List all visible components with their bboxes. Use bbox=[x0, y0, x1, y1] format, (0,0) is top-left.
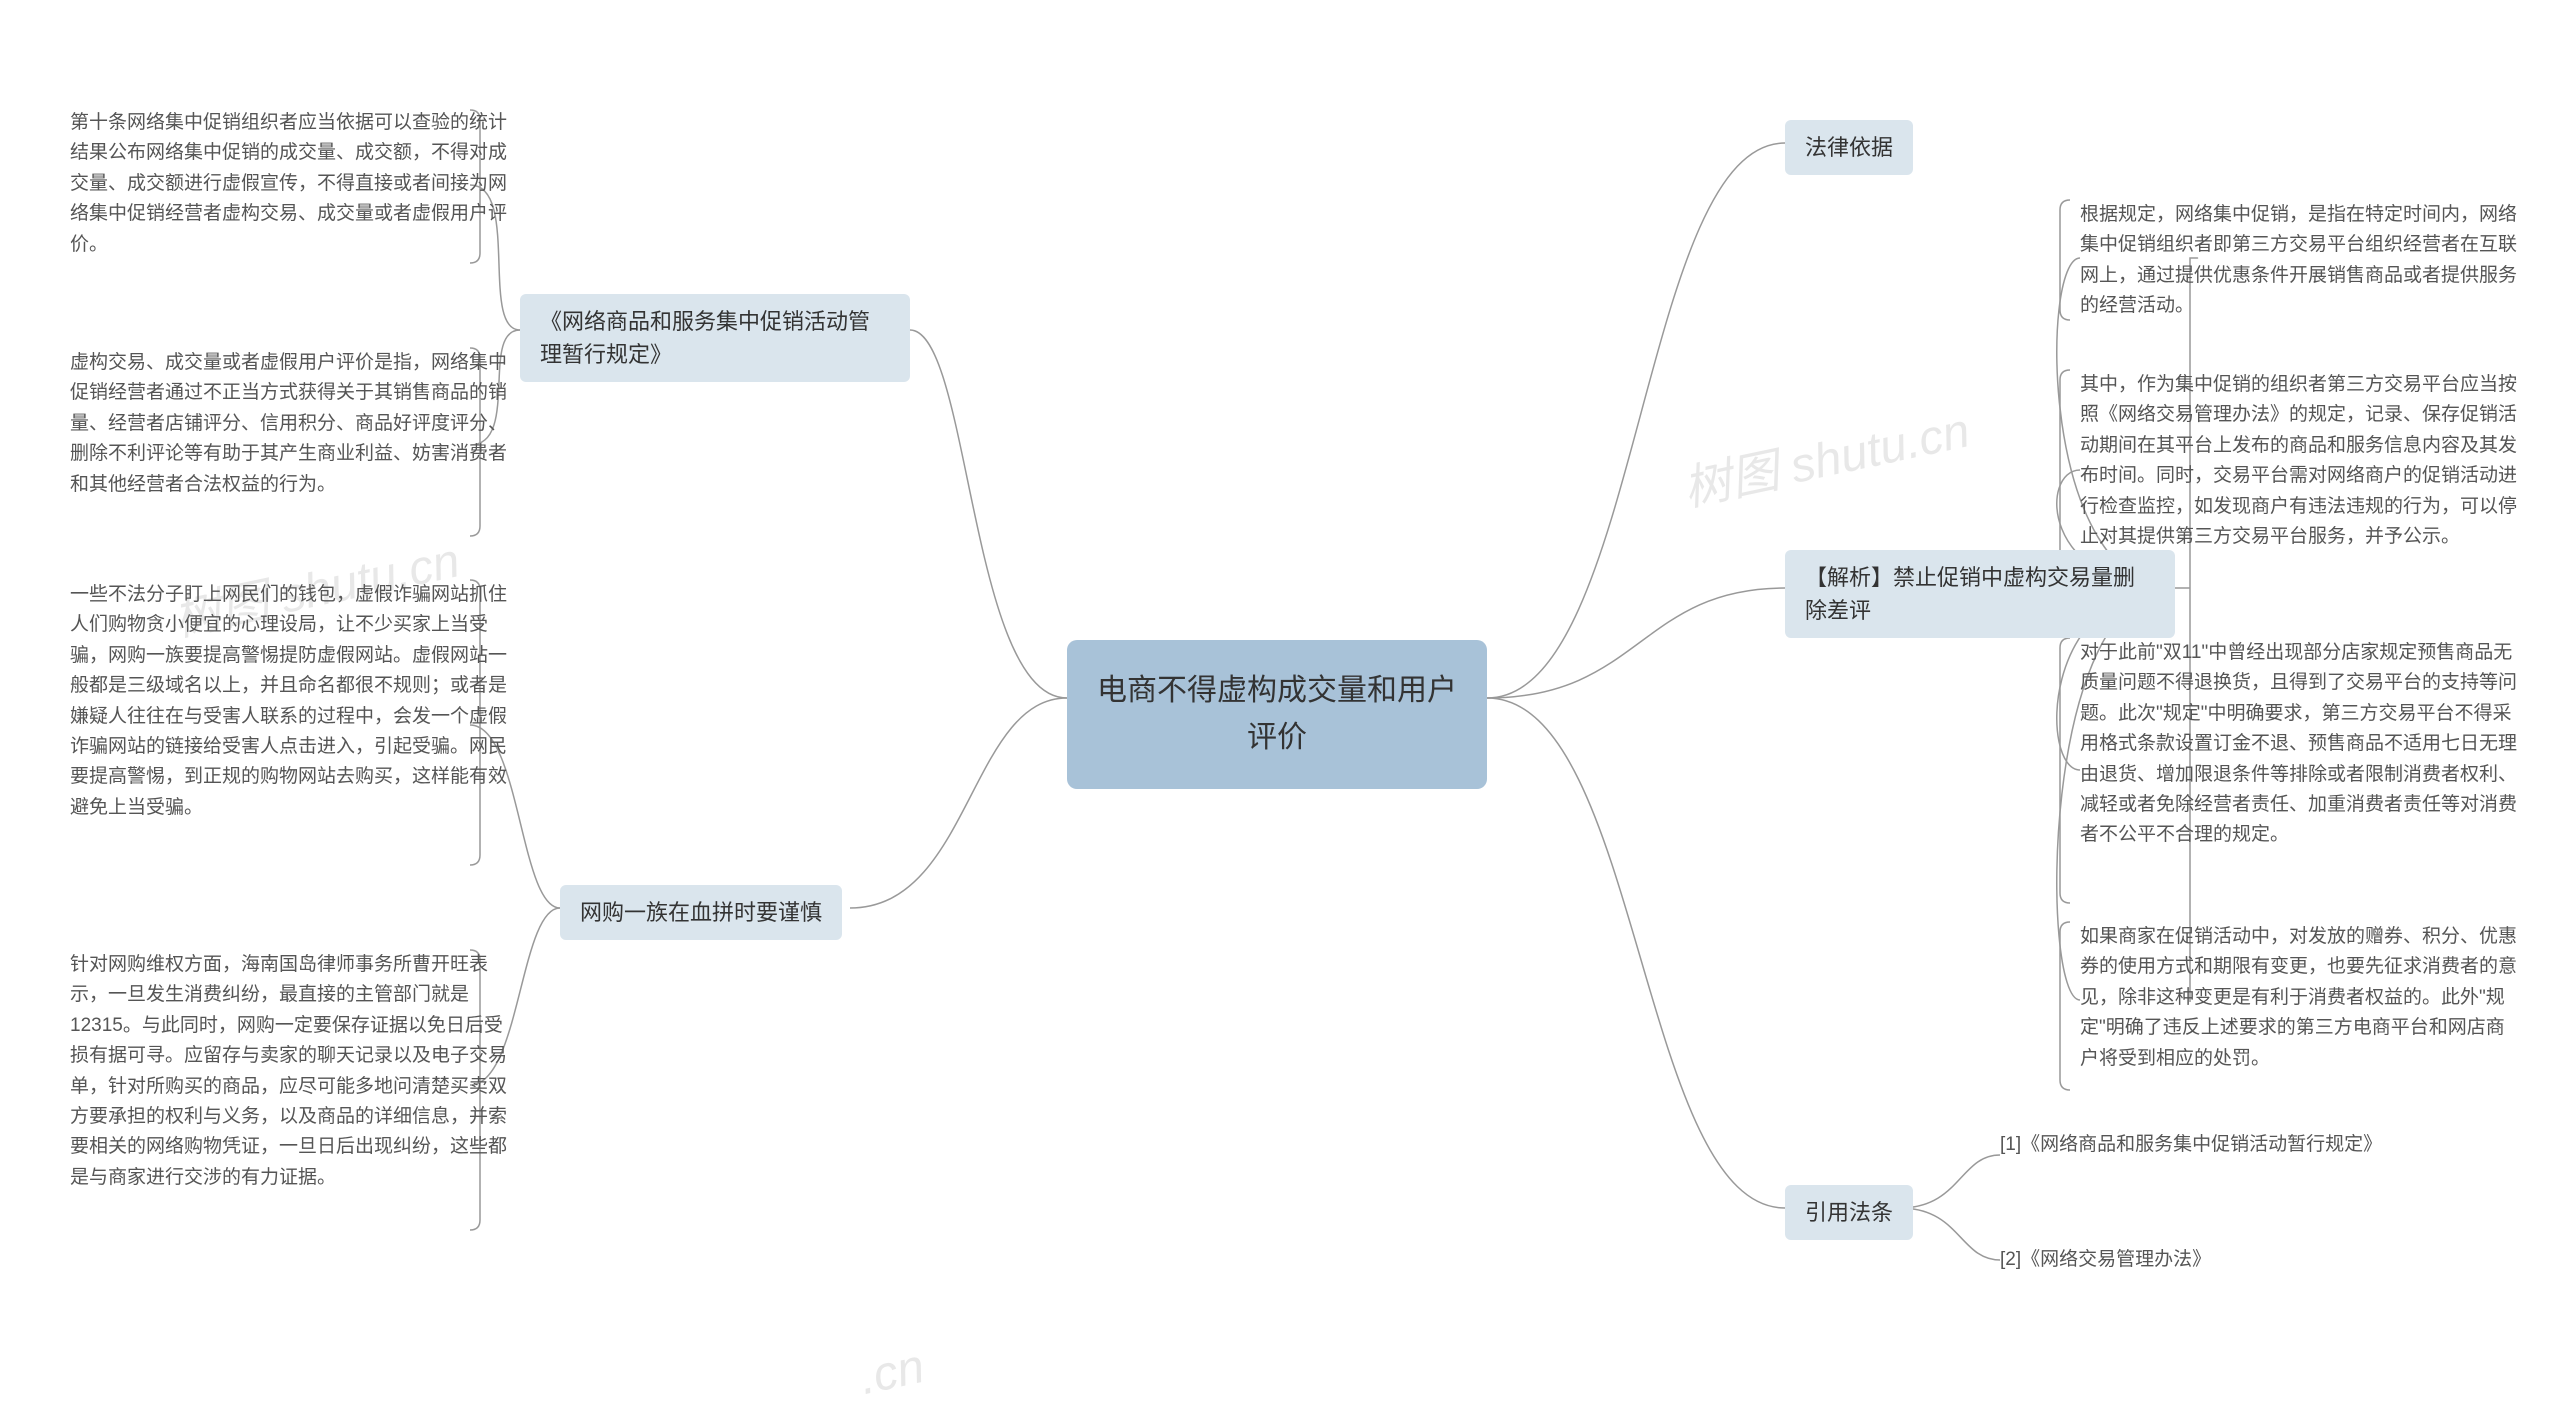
right-analysis-leaf-1: 根据规定，网络集中促销，是指在特定时间内，网络集中促销组织者即第三方交易平台组织… bbox=[2080, 200, 2520, 322]
left-caution-leaf-1: 一些不法分子盯上网民们的钱包，虚假诈骗网站抓住人们购物贪小便宜的心理设局，让不少… bbox=[70, 580, 510, 823]
left-interim-leaf-1: 第十条网络集中促销组织者应当依据可以查验的统计结果公布网络集中促销的成交量、成交… bbox=[70, 108, 510, 260]
right-analysis-leaf-2: 其中，作为集中促销的组织者第三方交易平台应当按照《网络交易管理办法》的规定，记录… bbox=[2080, 370, 2520, 552]
left-branch-shopping-caution: 网购一族在血拼时要谨慎 bbox=[560, 885, 842, 940]
right-branch-law-basis: 法律依据 bbox=[1785, 120, 1913, 175]
right-analysis-leaf-4: 如果商家在促销活动中，对发放的赠券、积分、优惠券的使用方式和期限有变更，也要先征… bbox=[2080, 922, 2520, 1074]
right-branch-citations: 引用法条 bbox=[1785, 1185, 1913, 1240]
right-branch-analysis: 【解析】禁止促销中虚构交易量删除差评 bbox=[1785, 550, 2175, 638]
right-analysis-leaf-3: 对于此前"双11"中曾经出现部分店家规定预售商品无质量问题不得退换货，且得到了交… bbox=[2080, 638, 2520, 851]
left-caution-leaf-2: 针对网购维权方面，海南国岛律师事务所曹开旺表示，一旦发生消费纠纷，最直接的主管部… bbox=[70, 950, 510, 1193]
left-branch-interim-provisions: 《网络商品和服务集中促销活动管理暂行规定》 bbox=[520, 294, 910, 382]
right-citation-leaf-2: [2]《网络交易管理办法》 bbox=[2000, 1245, 2211, 1275]
left-interim-leaf-2: 虚构交易、成交量或者虚假用户评价是指，网络集中促销经营者通过不正当方式获得关于其… bbox=[70, 348, 510, 500]
right-citation-leaf-1: [1]《网络商品和服务集中促销活动暂行规定》 bbox=[2000, 1130, 2382, 1160]
center-topic: 电商不得虚构成交量和用户评价 bbox=[1067, 640, 1487, 789]
